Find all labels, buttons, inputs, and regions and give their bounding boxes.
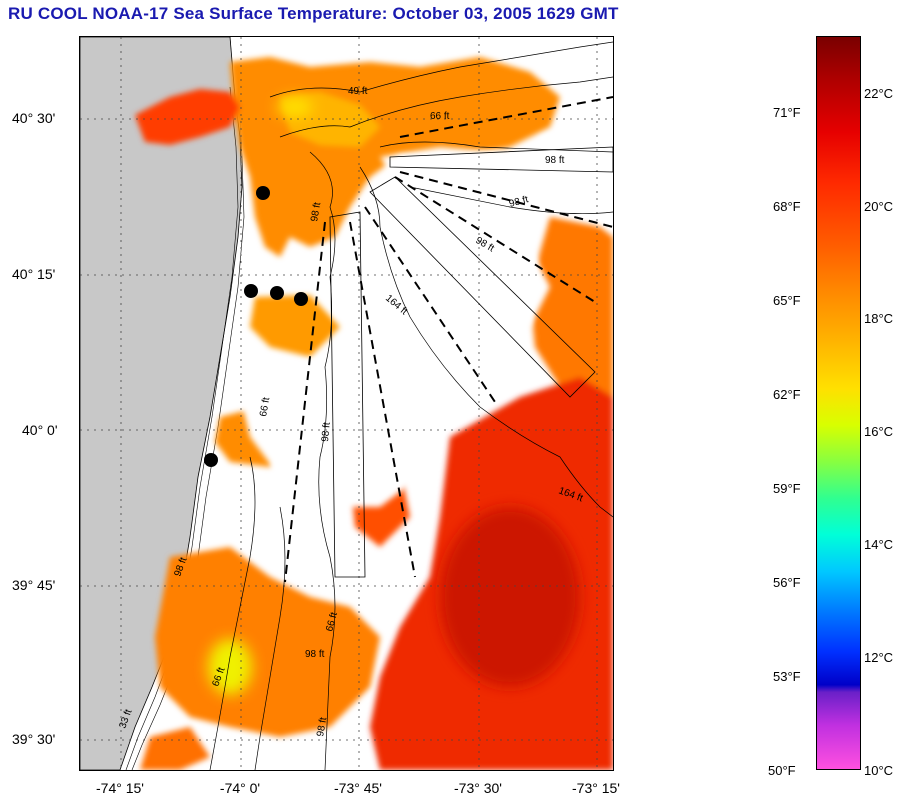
colorbar-c-22: 22°C	[864, 86, 894, 101]
contour-label: 98 ft	[545, 155, 565, 166]
colorbar-f-68: 68°F	[773, 199, 801, 214]
colorbar-f-59: 59°F	[773, 481, 801, 496]
contour-label: 66 ft	[430, 111, 450, 122]
contour-label: 49 ft	[348, 86, 368, 97]
colorbar-c-12: 12°C	[864, 650, 894, 665]
coast-inner-line-2	[131, 76, 245, 770]
temperature-colorbar	[816, 36, 861, 770]
sst-patch-south	[140, 727, 210, 770]
graticule	[80, 37, 613, 770]
cloud-gap-2	[240, 357, 430, 507]
sst-dark-red-core	[440, 507, 580, 687]
lon-label-73-30: -73° 30'	[454, 780, 502, 796]
colorbar-f-71: 71°F	[773, 105, 801, 120]
lon-label-74-15: -74° 15'	[96, 780, 144, 796]
station-dot	[294, 292, 308, 306]
colorbar-c-18: 18°C	[864, 311, 894, 326]
contour-label: 98 ft	[315, 716, 329, 737]
station-dot	[244, 284, 258, 298]
colorbar-f-53: 53°F	[773, 669, 801, 684]
sst-map: 49 ft 66 ft 98 ft 98 ft 98 ft 98 ft 164 …	[79, 36, 614, 771]
sst-orange-mid	[250, 295, 340, 357]
colorbar-f-65: 65°F	[773, 293, 801, 308]
cloud-gap-3	[355, 257, 440, 337]
cloud-gap-5	[540, 117, 613, 217]
lon-label-73-15: -73° 15'	[572, 780, 620, 796]
colorbar-c-10: 10°C	[864, 763, 894, 778]
bathymetry-contours	[209, 41, 613, 770]
lat-label-40-15: 40° 15'	[12, 266, 56, 282]
colorbar-c-16: 16°C	[864, 424, 894, 439]
lat-label-40-0: 40° 0'	[22, 422, 58, 438]
station-dot	[270, 286, 284, 300]
lat-label-40-30: 40° 30'	[12, 110, 56, 126]
contour-label: 66 ft	[258, 396, 272, 417]
contour-label: 98 ft	[508, 194, 530, 210]
transect-lines	[284, 96, 613, 583]
cloud-gap-1	[380, 147, 520, 197]
map-title: RU COOL NOAA-17 Sea Surface Temperature:…	[8, 4, 619, 23]
sst-red-northwest	[135, 89, 240, 145]
colorbar-c-20: 20°C	[864, 199, 894, 214]
sst-orange-southwest	[155, 547, 380, 737]
contour-label: 98 ft	[320, 422, 333, 443]
colorbar-f-62: 62°F	[773, 387, 801, 402]
cloud-gap-4	[490, 247, 550, 327]
contour-label: 98 ft	[309, 201, 323, 222]
station-dot	[256, 186, 270, 200]
lon-label-74-0: -74° 0'	[219, 780, 261, 796]
coast-inner-line	[125, 86, 239, 770]
station-markers	[204, 186, 308, 467]
contour-label: 66 ft	[324, 611, 340, 633]
colorbar-c-14: 14°C	[864, 537, 894, 552]
contour-label: 98 ft	[305, 649, 325, 660]
lat-label-39-45: 39° 45'	[12, 577, 56, 593]
survey-boxes	[329, 146, 613, 578]
contour-label: 98 ft	[474, 235, 497, 254]
sst-map-canvas: 49 ft 66 ft 98 ft 98 ft 98 ft 98 ft 164 …	[80, 37, 613, 770]
sst-yellow-north-spot	[277, 97, 313, 117]
colorbar-f-50: 50°F	[768, 763, 796, 778]
station-dot	[204, 453, 218, 467]
sst-orange-east	[530, 217, 613, 407]
colorbar-f-56: 56°F	[773, 575, 801, 590]
lat-label-39-30: 39° 30'	[12, 731, 56, 747]
lon-label-73-45: -73° 45'	[334, 780, 382, 796]
